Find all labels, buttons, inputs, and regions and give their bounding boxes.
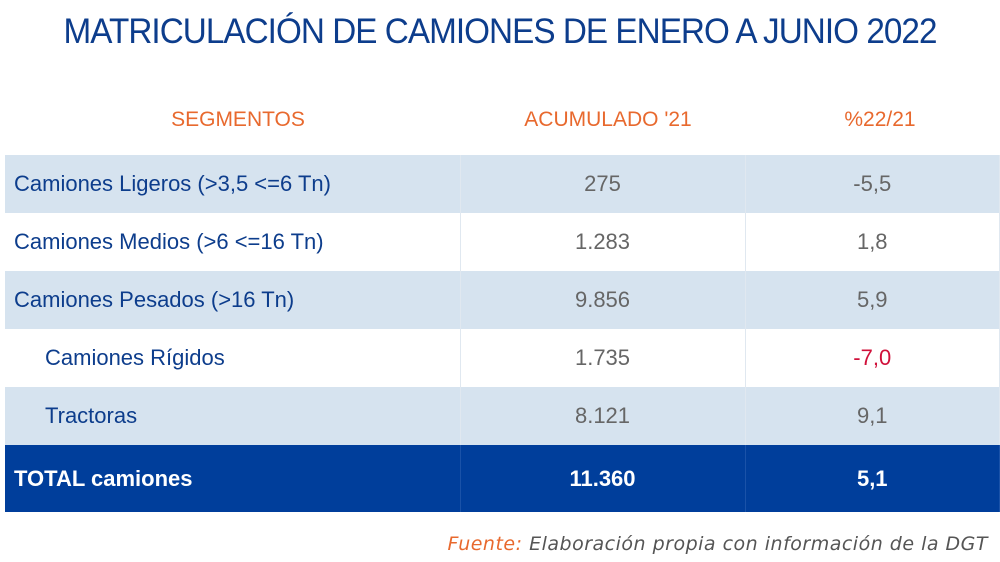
segment-cell: Camiones Pesados (>16 Tn): [5, 271, 461, 329]
table-row: Camiones Ligeros (>3,5 <=6 Tn) 275 -5,5: [5, 155, 1000, 213]
total-row: TOTAL camiones 11.360 5,1: [5, 445, 1000, 512]
pct-cell: 9,1: [745, 387, 1000, 445]
table-row: Camiones Medios (>6 <=16 Tn) 1.283 1,8: [5, 213, 1000, 271]
header-segmentos: SEGMENTOS: [171, 108, 305, 131]
source-note: Fuente: Elaboración propia con informaci…: [448, 533, 988, 555]
acumulado-cell: 9.856: [460, 271, 746, 329]
pct-cell: 1,8: [745, 213, 1000, 271]
pct-cell: -7,0: [745, 329, 1000, 387]
total-acumulado: 11.360: [460, 445, 746, 512]
acumulado-cell: 8.121: [460, 387, 746, 445]
registrations-table: Camiones Ligeros (>3,5 <=6 Tn) 275 -5,5 …: [5, 155, 1000, 512]
source-label: Fuente:: [447, 533, 523, 555]
source-text: Elaboración propia con información de la…: [529, 533, 988, 555]
segment-cell: Camiones Rígidos: [5, 329, 461, 387]
table-row: Camiones Pesados (>16 Tn) 9.856 5,9: [5, 271, 1000, 329]
acumulado-cell: 275: [460, 155, 746, 213]
segment-cell: Camiones Medios (>6 <=16 Tn): [5, 213, 461, 271]
acumulado-cell: 1.735: [460, 329, 746, 387]
total-label: TOTAL camiones: [5, 445, 461, 512]
table-row: Tractoras 8.121 9,1: [5, 387, 1000, 445]
pct-cell: 5,9: [745, 271, 1000, 329]
segment-cell: Tractoras: [5, 387, 461, 445]
segment-cell: Camiones Ligeros (>3,5 <=6 Tn): [5, 155, 461, 213]
total-pct: 5,1: [745, 445, 1000, 512]
header-pct: %22/21: [844, 108, 916, 131]
table-row: Camiones Rígidos 1.735 -7,0: [5, 329, 1000, 387]
header-acumulado: ACUMULADO '21: [524, 108, 692, 131]
page-title: MATRICULACIÓN DE CAMIONES DE ENERO A JUN…: [63, 12, 937, 51]
pct-cell: -5,5: [745, 155, 1000, 213]
acumulado-cell: 1.283: [460, 213, 746, 271]
